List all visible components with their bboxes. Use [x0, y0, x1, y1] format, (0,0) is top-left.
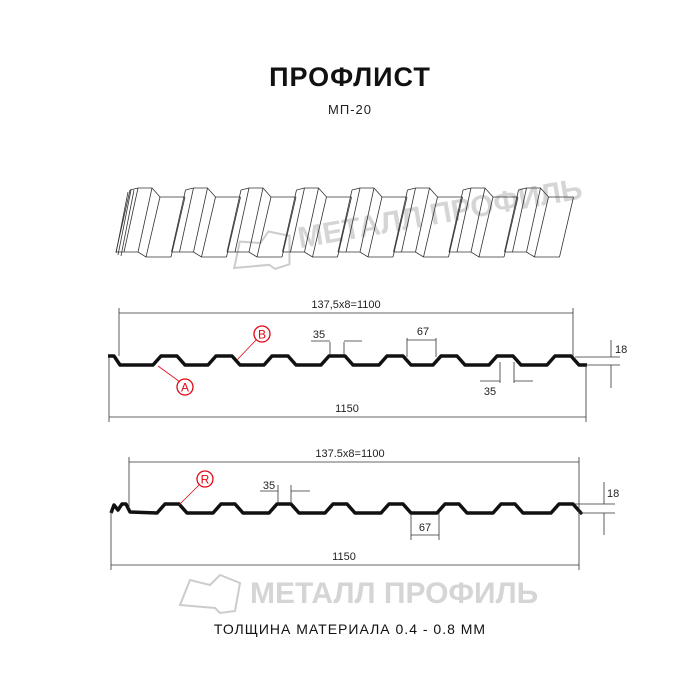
sheet-rib: [504, 187, 574, 258]
profile-2-height-label: 18: [607, 488, 619, 500]
profile-1-height-label: 18: [615, 344, 627, 356]
sheet-rib: [171, 187, 241, 258]
profile-2-outline: [109, 502, 583, 515]
callout-b-label: B: [258, 328, 266, 342]
profile-2: 137.5x8=1100 1150 35 67 18 R: [109, 448, 619, 570]
watermark-2: МЕТАЛЛ ПРОФИЛЬ: [178, 573, 538, 615]
profile-1-valley-label: 67: [417, 326, 429, 338]
callout-b: B: [236, 325, 271, 361]
profile-1-width-label: 1150: [335, 403, 359, 415]
profile-2-width-label: 1150: [332, 551, 356, 563]
watermark-text: МЕТАЛЛ ПРОФИЛЬ: [295, 173, 585, 256]
callout-r-label: R: [201, 473, 210, 487]
profile-2-valley-label: 67: [419, 522, 431, 534]
callout-a-label: A: [181, 381, 189, 395]
sheet-rib: [448, 187, 519, 258]
page-subtitle: МП-20: [328, 102, 372, 117]
profile-2-pitch-label: 137.5x8=1100: [315, 448, 384, 460]
sheet-rib: [282, 187, 352, 258]
profile-1-outline: [108, 354, 587, 367]
profile-1-pitch-label: 137,5x8=1100: [311, 299, 380, 311]
sheet-rib: [226, 187, 297, 258]
sheet-rib: [393, 187, 463, 258]
page-title: ПРОФЛИСТ: [269, 62, 431, 92]
watermark-text: МЕТАЛЛ ПРОФИЛЬ: [250, 577, 538, 610]
profile-1-rib-top-label: 35: [313, 329, 325, 341]
profile-1: 137,5x8=1100 1150 35 67 35 18 A B: [108, 299, 627, 422]
profile-2-rib-top-label: 35: [263, 480, 275, 492]
callout-r: R: [178, 470, 214, 506]
sheet-rib: [115, 187, 186, 258]
material-thickness-note: ТОЛЩИНА МАТЕРИАЛА 0.4 - 0.8 ММ: [213, 621, 487, 637]
profile-1-rib-bottom-label: 35: [484, 386, 496, 398]
sheet-rib: [337, 187, 408, 258]
callout-a: A: [157, 365, 194, 396]
sheet-3d-view: [115, 187, 574, 258]
